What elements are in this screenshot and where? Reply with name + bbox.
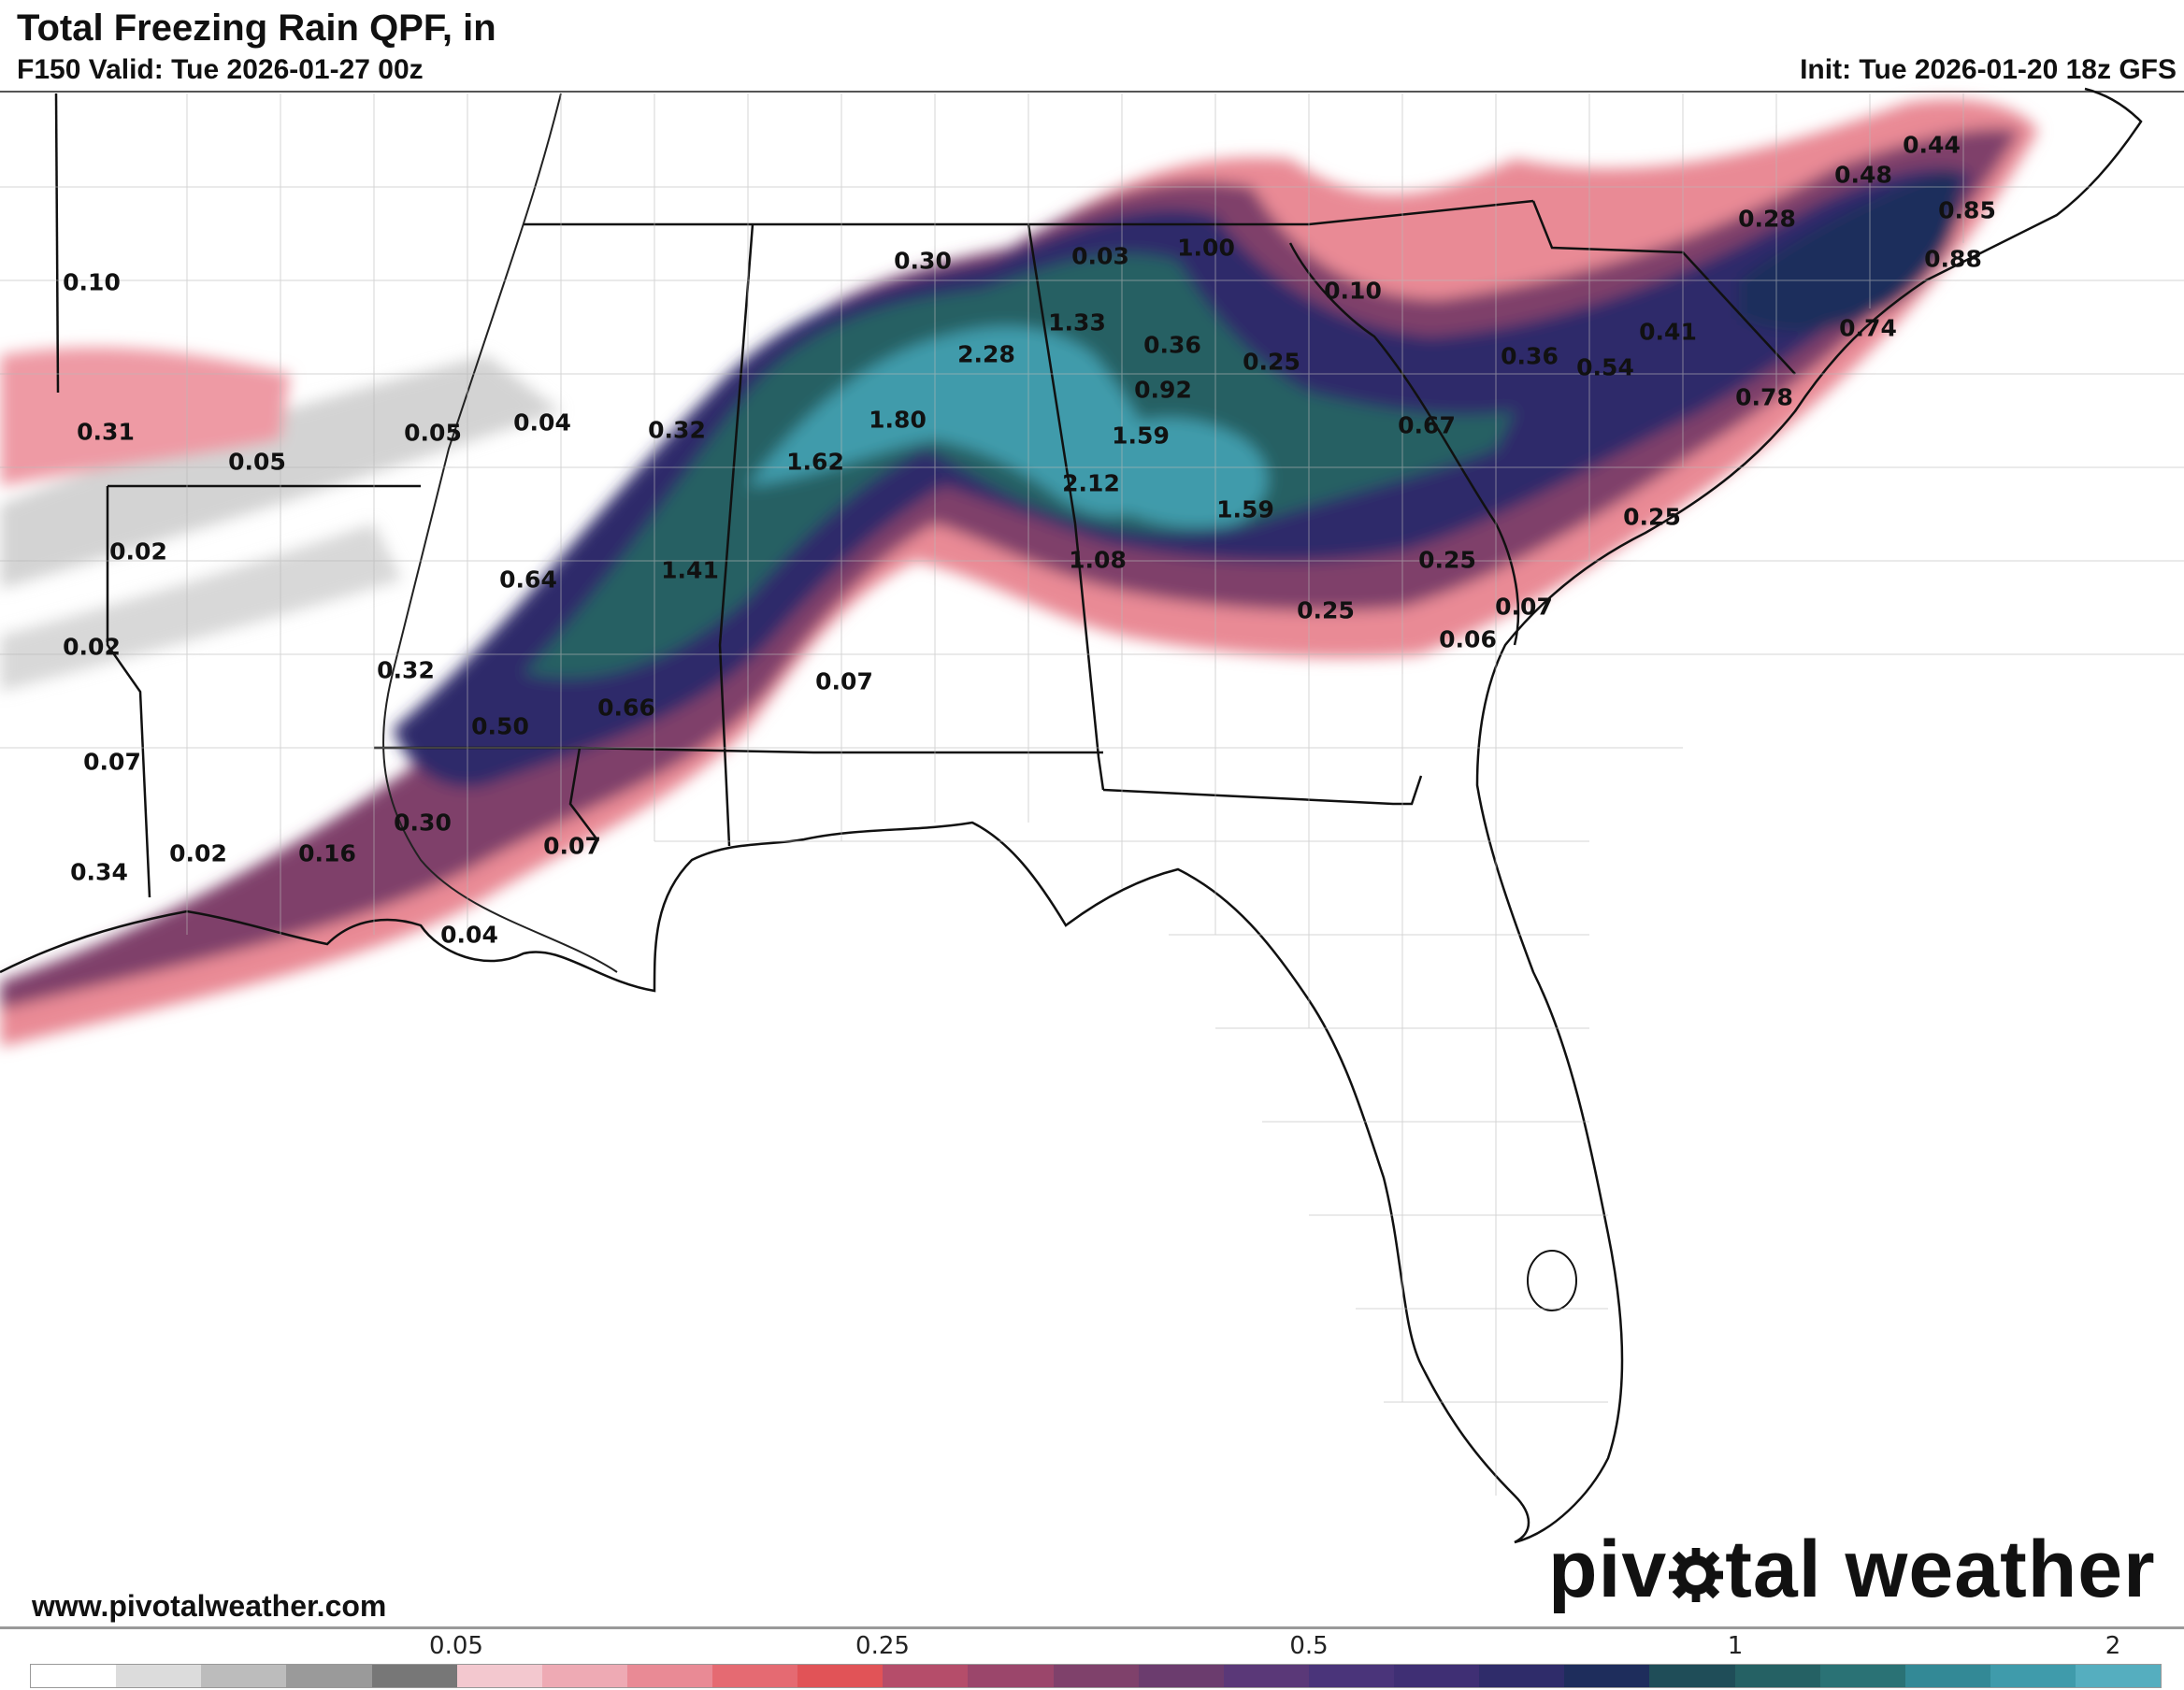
map-value-label: 0.04 bbox=[513, 408, 571, 437]
map-value-label: 1.08 bbox=[1069, 546, 1127, 574]
map-value-label: 0.25 bbox=[1297, 596, 1355, 624]
map-value-label: 1.41 bbox=[661, 556, 719, 584]
map-value-label: 0.16 bbox=[298, 839, 356, 867]
legend-swatch bbox=[1308, 1665, 1394, 1687]
legend-tick-label: 0.05 bbox=[429, 1632, 483, 1660]
legend-swatch bbox=[1734, 1665, 1820, 1687]
map-value-label: 1.62 bbox=[786, 448, 844, 476]
legend-swatch bbox=[541, 1665, 627, 1687]
mississippi-river bbox=[382, 93, 618, 973]
legend-tick-label: 0.5 bbox=[1289, 1632, 1329, 1660]
map-value-label: 0.06 bbox=[1439, 625, 1497, 653]
county-lines bbox=[0, 93, 2184, 1496]
legend-tick-label: 1 bbox=[1727, 1632, 1744, 1660]
map-value-label: 0.30 bbox=[394, 809, 452, 837]
map-value-label: 0.07 bbox=[83, 748, 141, 776]
legend-swatch bbox=[286, 1665, 372, 1687]
map-value-label: 1.33 bbox=[1048, 308, 1106, 337]
legend-swatch bbox=[371, 1665, 457, 1687]
map-value-label: 0.07 bbox=[543, 832, 601, 860]
gear-icon bbox=[1669, 1548, 1724, 1603]
legend-swatch bbox=[1479, 1665, 1565, 1687]
legend-tick-label: 0.25 bbox=[855, 1632, 910, 1660]
map-value-label: 0.25 bbox=[1623, 503, 1681, 531]
legend-swatch bbox=[1649, 1665, 1735, 1687]
map-value-label: 0.41 bbox=[1639, 318, 1697, 346]
map-value-label: 0.28 bbox=[1738, 205, 1796, 233]
legend-swatch bbox=[116, 1665, 202, 1687]
map-value-label: 1.59 bbox=[1216, 495, 1274, 523]
legend-swatch bbox=[31, 1665, 117, 1687]
map-value-label: 0.64 bbox=[499, 566, 557, 594]
map-value-label: 2.28 bbox=[957, 340, 1015, 368]
map-value-label: 0.25 bbox=[1243, 348, 1300, 376]
map-value-label: 0.04 bbox=[440, 921, 498, 949]
map-value-label: 2.12 bbox=[1062, 469, 1120, 497]
legend-swatch bbox=[1223, 1665, 1309, 1687]
map-value-label: 0.34 bbox=[70, 858, 128, 886]
map-value-label: 0.10 bbox=[63, 268, 121, 296]
map-value-label: 0.66 bbox=[597, 694, 655, 722]
legend-swatch bbox=[1394, 1665, 1480, 1687]
map-value-label: 0.07 bbox=[1495, 593, 1553, 621]
brand-text-right: tal weather bbox=[1725, 1525, 2156, 1614]
legend-swatch bbox=[1053, 1665, 1139, 1687]
legend-swatch bbox=[1138, 1665, 1224, 1687]
map-title: Total Freezing Rain QPF, in bbox=[17, 7, 496, 49]
map-value-label: 0.44 bbox=[1903, 131, 1961, 159]
lake-okeechobee bbox=[1527, 1250, 1577, 1311]
legend-tick-label: 2 bbox=[2105, 1632, 2121, 1660]
map-value-label: 0.02 bbox=[63, 633, 121, 661]
website-url[interactable]: www.pivotalweather.com bbox=[32, 1589, 387, 1623]
map-value-label: 0.02 bbox=[109, 537, 167, 566]
map-value-label: 0.25 bbox=[1418, 546, 1476, 574]
footer-divider bbox=[0, 1626, 2184, 1629]
brand-text-left: piv bbox=[1548, 1525, 1668, 1614]
valid-time: F150 Valid: Tue 2026-01-27 00z bbox=[17, 54, 424, 85]
legend-swatch bbox=[712, 1665, 798, 1687]
legend-swatch bbox=[626, 1665, 712, 1687]
legend-swatch bbox=[1904, 1665, 1990, 1687]
map-value-label: 0.36 bbox=[1501, 342, 1559, 370]
map-value-label: 1.00 bbox=[1177, 234, 1235, 262]
map-value-label: 0.32 bbox=[377, 656, 435, 684]
map-value-label: 0.67 bbox=[1398, 411, 1456, 439]
map-value-label: 0.10 bbox=[1324, 277, 1382, 305]
map-value-label: 0.02 bbox=[169, 839, 227, 867]
color-legend bbox=[30, 1664, 2162, 1688]
map-value-label: 0.54 bbox=[1576, 353, 1634, 381]
freezing-rain-field bbox=[0, 99, 2038, 1047]
map-value-label: 0.50 bbox=[471, 712, 529, 740]
map-value-label: 0.85 bbox=[1938, 196, 1996, 224]
map-value-label: 0.05 bbox=[404, 419, 462, 447]
map-value-label: 0.07 bbox=[815, 667, 873, 695]
legend-swatch bbox=[1990, 1665, 2076, 1687]
legend-swatch bbox=[1819, 1665, 1905, 1687]
legend-swatch bbox=[883, 1665, 969, 1687]
legend-swatch bbox=[1564, 1665, 1650, 1687]
map-value-label: 1.59 bbox=[1112, 422, 1170, 450]
legend-swatch bbox=[201, 1665, 287, 1687]
legend-swatch bbox=[797, 1665, 884, 1687]
map-value-label: 0.36 bbox=[1143, 331, 1201, 359]
map-value-label: 0.48 bbox=[1834, 161, 1892, 189]
map-value-label: 0.78 bbox=[1735, 383, 1793, 411]
map-value-label: 0.05 bbox=[228, 448, 286, 476]
map-value-label: 0.88 bbox=[1924, 245, 1982, 273]
map-value-label: 0.92 bbox=[1134, 376, 1192, 404]
brand-logo: piv tal weather bbox=[1548, 1524, 2156, 1616]
init-time: Init: Tue 2026-01-20 18z GFS bbox=[1800, 54, 2177, 85]
legend-swatch bbox=[968, 1665, 1054, 1687]
map-value-label: 0.31 bbox=[77, 418, 135, 446]
map-value-label: 0.30 bbox=[894, 247, 952, 275]
legend-swatch bbox=[2076, 1665, 2162, 1687]
map-value-label: 0.03 bbox=[1071, 242, 1129, 270]
map-value-label: 0.32 bbox=[648, 416, 706, 444]
map-value-label: 0.74 bbox=[1839, 314, 1897, 342]
legend-swatch bbox=[456, 1665, 542, 1687]
map-value-label: 1.80 bbox=[869, 406, 927, 434]
